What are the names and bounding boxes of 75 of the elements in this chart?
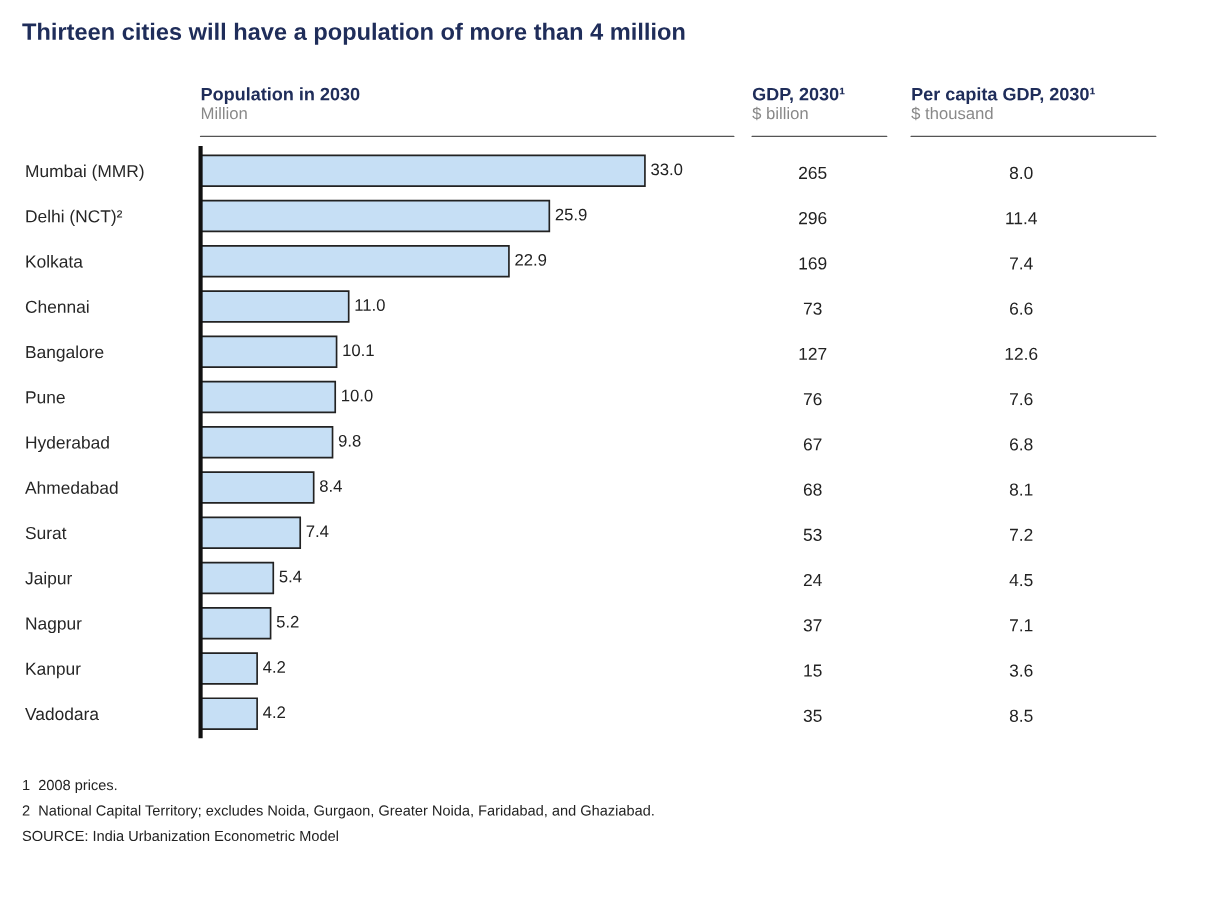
bar	[200, 199, 551, 233]
data-label: 265	[799, 166, 827, 180]
data-label: 8.1	[1009, 483, 1033, 496]
y-tick-label: Hyderabad	[26, 435, 109, 453]
data-label: 3.6	[1009, 664, 1033, 677]
data-label: 296	[799, 212, 827, 225]
y-tick-label: Nagpur	[26, 617, 82, 634]
y-tick-label: Ahmedabad	[25, 481, 118, 494]
data-label: 6.6	[1010, 302, 1033, 315]
bar	[200, 380, 337, 414]
data-label: 8.5	[1009, 709, 1033, 722]
text: 2 National Capital Territory; excludes Noida, Gurgaon, Greater Noida, Faridabad, and Ghaziabad.	[22, 804, 654, 819]
data-label: 15	[804, 664, 822, 677]
data-label: 8.4	[319, 480, 342, 492]
data-label: 53	[803, 528, 822, 541]
y-tick-label: Kolkata	[26, 254, 83, 268]
data-label: 25.9	[555, 208, 587, 221]
data-label: 11.4	[1006, 212, 1037, 225]
y-tick-label: Kanpur	[26, 662, 81, 679]
data-label: 12.6	[1005, 347, 1038, 361]
data-label: 5.4	[279, 570, 302, 583]
text: 1 2008 prices.	[23, 779, 117, 794]
data-label: 73	[803, 302, 822, 315]
data-label: 35	[803, 709, 822, 722]
y-tick-label: Vadodara	[25, 707, 100, 721]
bar	[200, 697, 258, 730]
text: $ thousand	[911, 106, 993, 121]
data-label: 7.2	[1010, 528, 1033, 541]
y-tick-label: Mumbai (MMR)	[26, 164, 144, 181]
bar	[200, 561, 275, 595]
data-label: 4.2	[263, 661, 286, 673]
data-label: 67	[803, 438, 822, 451]
text: $ billion	[752, 106, 808, 121]
y-tick-label: Delhi (NCT)²	[26, 209, 123, 226]
data-label: 76	[803, 392, 822, 406]
data-label: 7.6	[1010, 392, 1033, 406]
bar	[200, 290, 350, 323]
bar	[200, 471, 315, 504]
data-label: 7.4	[1010, 257, 1033, 270]
data-label: 4.2	[263, 706, 286, 718]
y-tick-label: Jaipur	[25, 571, 72, 588]
x-axis-title: Population in 2030	[201, 87, 360, 105]
data-label: 127	[799, 347, 827, 360]
bar	[200, 154, 646, 188]
data-label: 9.8	[338, 434, 361, 447]
y-tick-label: Pune	[26, 391, 65, 404]
bar	[200, 516, 302, 549]
data-label: 10.1	[343, 344, 374, 357]
text: GDP, 2030¹	[752, 87, 845, 104]
data-label: 68	[803, 483, 822, 496]
data-label: 7.4	[306, 525, 329, 538]
chart-subtitle: Million	[201, 107, 247, 120]
chart-title: Thirteen cities will have a population of more than 4 million	[22, 22, 685, 45]
bar	[200, 426, 334, 459]
data-label: 169	[799, 257, 827, 270]
data-label: 37	[803, 619, 822, 632]
y-tick-label: Chennai	[25, 300, 89, 313]
data-label: 22.9	[515, 253, 547, 266]
data-label: 4.5	[1009, 574, 1033, 587]
data-label: 24	[803, 573, 822, 587]
data-label: 11.0	[355, 299, 385, 311]
y-tick-label: Bangalore	[26, 345, 104, 362]
data-label: 7.1	[1010, 619, 1033, 632]
bar	[200, 652, 258, 685]
data-label: 10.0	[342, 389, 373, 402]
data-label: 5.2	[276, 615, 299, 628]
data-label: 33.0	[651, 163, 683, 176]
source-note: SOURCE: India Urbanization Econometric Model	[22, 830, 338, 842]
text: Per capita GDP, 2030¹	[912, 87, 1095, 105]
bar	[200, 335, 338, 368]
data-label: 8.0	[1009, 166, 1033, 180]
bar	[200, 606, 272, 640]
y-tick-label: Surat	[25, 526, 67, 540]
data-label: 6.8	[1010, 438, 1033, 451]
bar	[200, 245, 510, 278]
